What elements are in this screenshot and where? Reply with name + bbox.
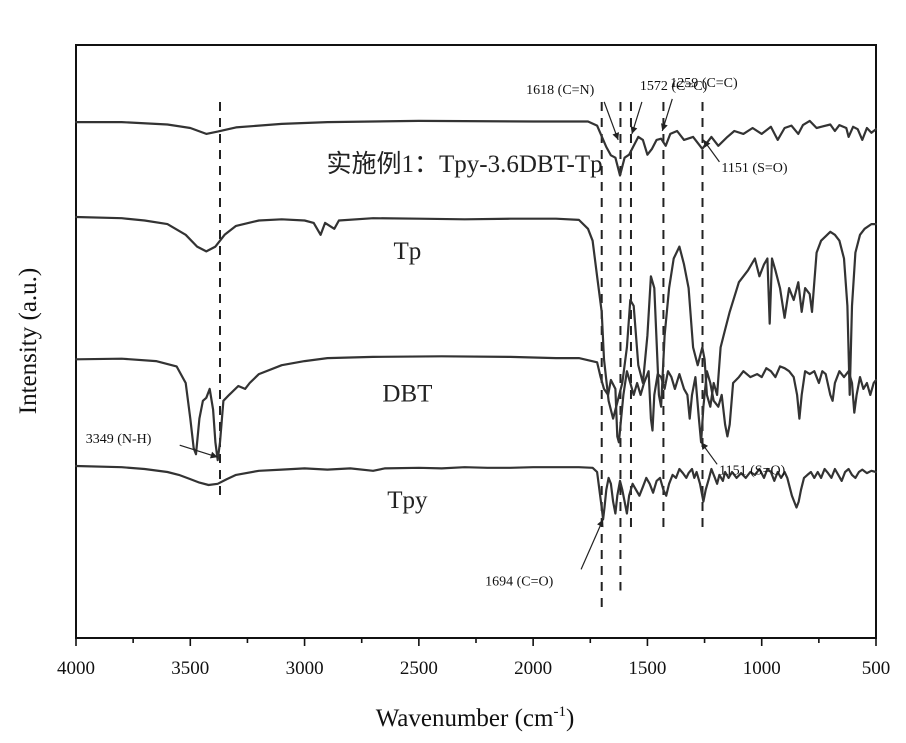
annotation-label-3: 1259 (C=C) — [670, 76, 738, 91]
x-axis-title-superscript: -1 — [553, 704, 566, 720]
x-tick-label-500: 500 — [862, 658, 891, 679]
series-labels: 实施例1：Tpy-3.6DBT-Tp Tp DBT Tpy — [326, 150, 602, 514]
series-label-3: DBT — [382, 380, 432, 407]
x-tick-label-4000: 4000 — [57, 658, 95, 679]
x-axis-title: Wavenumber (cm-1) — [376, 704, 575, 732]
series-label-2: Tp — [394, 238, 422, 265]
annotation-label-7: 1694 (C=O) — [485, 574, 554, 589]
x-tick-label-3000: 3000 — [286, 658, 324, 679]
annotation-arrowhead-6 — [701, 442, 708, 450]
x-tick-label-1500: 1500 — [628, 658, 666, 679]
annotation-label-4: 1151 (S=O) — [721, 161, 787, 176]
x-tick-label-2500: 2500 — [400, 658, 438, 679]
x-axis-title-text: Wavenumber (cm — [376, 705, 554, 732]
x-tick-label-3500: 3500 — [171, 658, 209, 679]
annotation-arrow-7 — [581, 519, 603, 569]
spectra — [76, 121, 876, 520]
spectrum-3 — [76, 356, 876, 460]
x-tick-label-2000: 2000 — [514, 658, 552, 679]
annotation-label-1: 1618 (C=N) — [526, 83, 595, 98]
x-axis-ticks: 4000 3500 3000 2500 2000 1500 1000 500 — [57, 638, 890, 679]
y-axis-title: Intensity (a.u.) — [15, 268, 42, 414]
annotation-label-6: 1151 (S=O) — [719, 463, 785, 478]
x-axis-title-suffix: ) — [566, 705, 574, 732]
spectrum-2 — [76, 217, 876, 419]
annotation-label-5: 3349 (N-H) — [86, 432, 152, 447]
x-tick-label-1000: 1000 — [743, 658, 781, 679]
plot-frame — [76, 45, 876, 638]
series-label-1: 实施例1：Tpy-3.6DBT-Tp — [326, 150, 602, 178]
series-label-4: Tpy — [387, 487, 428, 514]
